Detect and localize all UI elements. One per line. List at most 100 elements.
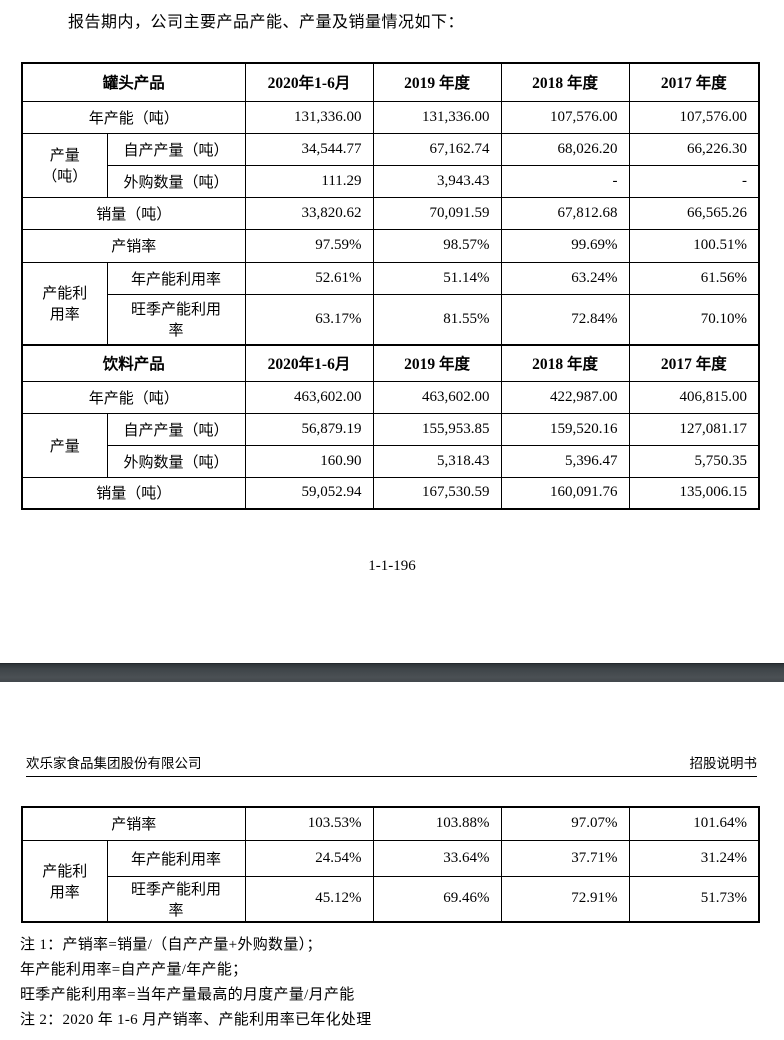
canned-peak-util-row: 旺季产能利用 率 63.17% 81.55% 72.84% 70.10% bbox=[22, 293, 760, 346]
value-cell: 52.61% bbox=[244, 261, 374, 295]
value-cell: 160,091.76 bbox=[500, 476, 630, 510]
beverage-peak-util-row: 旺季产能利用 率 45.12% 69.46% 72.91% 51.73% bbox=[22, 875, 760, 922]
value-cell: 5,750.35 bbox=[628, 444, 760, 478]
utilization-table-page2: 产销率 103.53% 103.88% 97.07% 101.64% 产能利 用… bbox=[21, 806, 761, 923]
footnote-line: 注 2：2020 年 1-6 月产销率、产能利用率已年化处理 bbox=[20, 1012, 372, 1028]
canned-capacity-row: 年产能（吨） 131,336.00 131,336.00 107,576.00 … bbox=[21, 100, 760, 134]
footnotes: 注 1：产销率=销量/（自产产量+外购数量）； 年产能利用率=自产产量/年产能；… bbox=[20, 933, 764, 1033]
value-cell: 463,602.00 bbox=[244, 380, 374, 414]
value-cell: 103.88% bbox=[372, 806, 502, 841]
page-number: 1-1-196 bbox=[368, 558, 416, 574]
footnote-line: 年产能利用率=自产产量/年产能； bbox=[20, 962, 248, 978]
row-label: 销量（吨） bbox=[21, 196, 246, 230]
value-cell: 45.12% bbox=[244, 875, 374, 922]
value-cell: 103.53% bbox=[244, 806, 374, 841]
util-group-label: 产能利 用率 bbox=[21, 261, 108, 346]
row-label: 年产能（吨） bbox=[21, 380, 246, 414]
value-cell: 56,879.19 bbox=[244, 412, 374, 446]
canned-self-output-row: 产量 （吨） 自产产量（吨） 34,544.77 67,162.74 68,02… bbox=[21, 132, 760, 198]
value-cell: 66,565.26 bbox=[628, 196, 760, 230]
canned-purchased-row: 外购数量（吨） 111.29 3,943.43 - - bbox=[22, 164, 760, 198]
value-cell: 37.71% bbox=[500, 839, 630, 877]
beverage-self-output-row: 产量 自产产量（吨） 56,879.19 155,953.85 159,520.… bbox=[21, 412, 760, 478]
value-cell: 131,336.00 bbox=[372, 100, 502, 134]
output-group-label: 产量 bbox=[21, 412, 108, 478]
value-cell: 5,318.43 bbox=[372, 444, 502, 478]
row-label: 产销率 bbox=[21, 228, 246, 263]
year-column-header: 2018 年度 bbox=[500, 344, 630, 382]
row-label: 自产产量（吨） bbox=[106, 412, 246, 446]
value-cell: 159,520.16 bbox=[500, 412, 630, 446]
value-cell: 70.10% bbox=[628, 293, 760, 346]
canned-sales-row: 销量（吨） 33,820.62 70,091.59 67,812.68 66,5… bbox=[21, 196, 760, 230]
row-label: 年产能利用率 bbox=[106, 839, 246, 877]
row-label: 旺季产能利用 率 bbox=[106, 875, 246, 922]
value-cell: 66,226.30 bbox=[628, 132, 760, 166]
value-cell: 51.14% bbox=[372, 261, 502, 295]
value-cell: 72.84% bbox=[500, 293, 630, 346]
value-cell: - bbox=[500, 164, 630, 198]
production-table-page1: 罐头产品 2020年1-6月 2019 年度 2018 年度 2017 年度 年… bbox=[21, 62, 761, 510]
row-label: 外购数量（吨） bbox=[106, 164, 246, 198]
beverage-sales-row: 销量（吨） 59,052.94 167,530.59 160,091.76 13… bbox=[21, 476, 760, 510]
beverage-header-row: 饮料产品 2020年1-6月 2019 年度 2018 年度 2017 年度 bbox=[21, 344, 760, 382]
value-cell: 97.07% bbox=[500, 806, 630, 841]
value-cell: 111.29 bbox=[244, 164, 374, 198]
beverage-ratio-row: 产销率 103.53% 103.88% 97.07% 101.64% bbox=[21, 806, 760, 841]
year-column-header: 2019 年度 bbox=[372, 344, 502, 382]
value-cell: 3,943.43 bbox=[372, 164, 502, 198]
value-cell: 67,812.68 bbox=[500, 196, 630, 230]
footnote-line: 注 1：产销率=销量/（自产产量+外购数量）； bbox=[20, 937, 322, 953]
row-label: 旺季产能利用 率 bbox=[106, 293, 246, 346]
value-cell: 98.57% bbox=[372, 228, 502, 263]
canned-annual-util-row: 产能利 用率 年产能利用率 52.61% 51.14% 63.24% 61.56… bbox=[21, 261, 760, 346]
value-cell: 135,006.15 bbox=[628, 476, 760, 510]
row-label: 年产能（吨） bbox=[21, 100, 246, 134]
value-cell: 51.73% bbox=[628, 875, 760, 922]
beverage-section-title: 饮料产品 bbox=[21, 344, 246, 382]
value-cell: 33,820.62 bbox=[244, 196, 374, 230]
value-cell: 127,081.17 bbox=[628, 412, 760, 446]
doc-type-label: 招股说明书 bbox=[689, 756, 758, 771]
value-cell: 406,815.00 bbox=[628, 380, 760, 414]
row-label: 自产产量（吨） bbox=[106, 132, 246, 166]
footnote-line: 旺季产能利用率=当年产量最高的月度产量/月产能 bbox=[20, 987, 355, 1003]
value-cell: 63.17% bbox=[244, 293, 374, 346]
value-cell: 5,396.47 bbox=[500, 444, 630, 478]
page-separator bbox=[0, 663, 784, 682]
row-label: 销量（吨） bbox=[21, 476, 246, 510]
value-cell: 160.90 bbox=[244, 444, 374, 478]
row-label: 产销率 bbox=[21, 806, 246, 841]
value-cell: 68,026.20 bbox=[500, 132, 630, 166]
value-cell: 463,602.00 bbox=[372, 380, 502, 414]
value-cell: 97.59% bbox=[244, 228, 374, 263]
value-cell: 155,953.85 bbox=[372, 412, 502, 446]
value-cell: 33.64% bbox=[372, 839, 502, 877]
canned-header-row: 罐头产品 2020年1-6月 2019 年度 2018 年度 2017 年度 bbox=[21, 62, 760, 102]
year-column-header: 2020年1-6月 bbox=[244, 62, 374, 102]
year-column-header: 2018 年度 bbox=[500, 62, 630, 102]
output-group-label: 产量 （吨） bbox=[21, 132, 108, 198]
value-cell: 167,530.59 bbox=[372, 476, 502, 510]
value-cell: 24.54% bbox=[244, 839, 374, 877]
year-column-header: 2020年1-6月 bbox=[244, 344, 374, 382]
value-cell: 99.69% bbox=[500, 228, 630, 263]
value-cell: 31.24% bbox=[628, 839, 760, 877]
value-cell: 67,162.74 bbox=[372, 132, 502, 166]
value-cell: 422,987.00 bbox=[500, 380, 630, 414]
row-label: 外购数量（吨） bbox=[106, 444, 246, 478]
value-cell: 107,576.00 bbox=[500, 100, 630, 134]
value-cell: 81.55% bbox=[372, 293, 502, 346]
row-label: 年产能利用率 bbox=[106, 261, 246, 295]
value-cell: 101.64% bbox=[628, 806, 760, 841]
value-cell: 69.46% bbox=[372, 875, 502, 922]
intro-text: 报告期内，公司主要产品产能、产量及销量情况如下： bbox=[68, 14, 465, 31]
year-column-header: 2017 年度 bbox=[628, 344, 760, 382]
value-cell: 107,576.00 bbox=[628, 100, 760, 134]
value-cell: 63.24% bbox=[500, 261, 630, 295]
page2-header: 欢乐家食品集团股份有限公司 招股说明书 bbox=[26, 752, 757, 777]
company-name: 欢乐家食品集团股份有限公司 bbox=[26, 756, 202, 771]
value-cell: 100.51% bbox=[628, 228, 760, 263]
year-column-header: 2019 年度 bbox=[372, 62, 502, 102]
value-cell: 59,052.94 bbox=[244, 476, 374, 510]
